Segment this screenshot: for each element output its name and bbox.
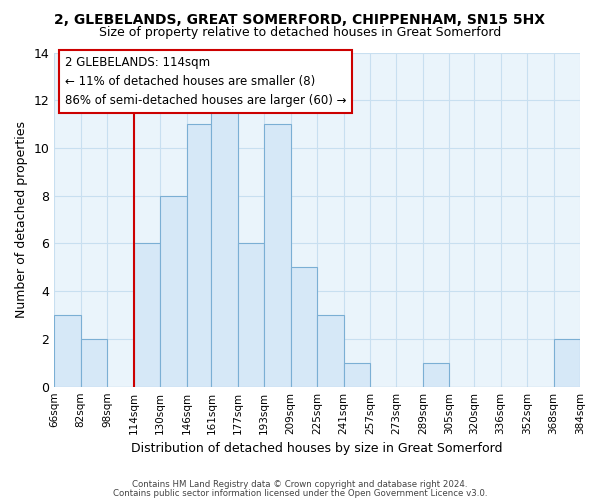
Text: 2, GLEBELANDS, GREAT SOMERFORD, CHIPPENHAM, SN15 5HX: 2, GLEBELANDS, GREAT SOMERFORD, CHIPPENH…	[55, 12, 545, 26]
Bar	[317, 315, 344, 386]
Bar	[160, 196, 187, 386]
Bar	[554, 339, 580, 386]
Bar	[423, 363, 449, 386]
Text: Contains public sector information licensed under the Open Government Licence v3: Contains public sector information licen…	[113, 488, 487, 498]
Bar	[238, 244, 264, 386]
X-axis label: Distribution of detached houses by size in Great Somerford: Distribution of detached houses by size …	[131, 442, 503, 455]
Bar	[187, 124, 211, 386]
Text: 2 GLEBELANDS: 114sqm
← 11% of detached houses are smaller (8)
86% of semi-detach: 2 GLEBELANDS: 114sqm ← 11% of detached h…	[65, 56, 346, 107]
Bar	[211, 100, 238, 386]
Bar	[344, 363, 370, 386]
Text: Contains HM Land Registry data © Crown copyright and database right 2024.: Contains HM Land Registry data © Crown c…	[132, 480, 468, 489]
Bar	[290, 268, 317, 386]
Bar	[134, 244, 160, 386]
Y-axis label: Number of detached properties: Number of detached properties	[15, 121, 28, 318]
Text: Size of property relative to detached houses in Great Somerford: Size of property relative to detached ho…	[99, 26, 501, 39]
Bar	[81, 339, 107, 386]
Bar	[54, 315, 81, 386]
Bar	[264, 124, 290, 386]
